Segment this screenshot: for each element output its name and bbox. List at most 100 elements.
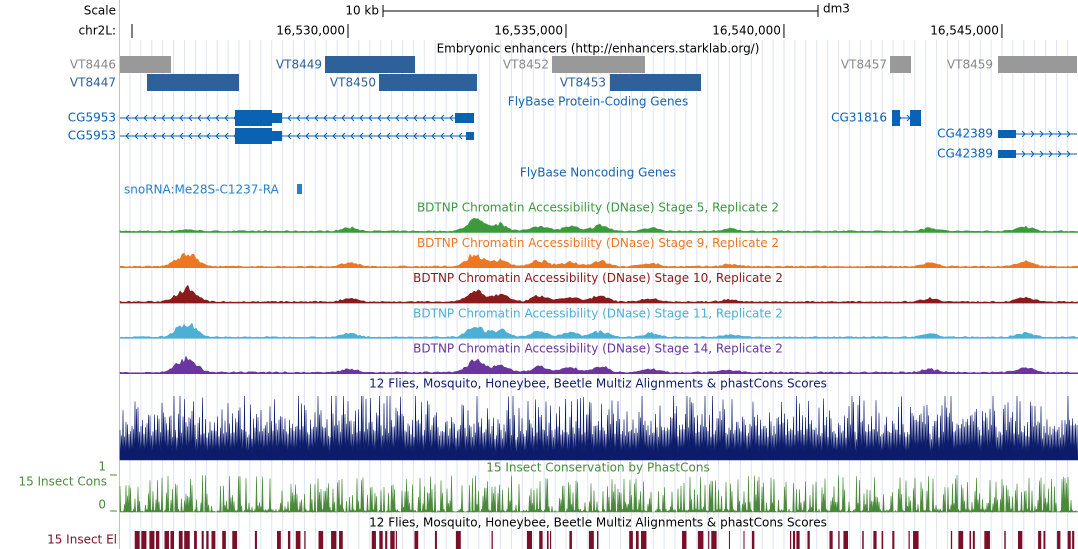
strand-arrow <box>404 132 409 140</box>
track-title: BDTNP Chromatin Accessibility (DNase) St… <box>413 306 783 320</box>
enhancer <box>890 56 911 73</box>
exon <box>998 150 1016 158</box>
enhancer <box>147 74 239 91</box>
track-title: BDTNP Chromatin Accessibility (DNase) St… <box>417 236 779 250</box>
strand-arrow <box>305 132 310 140</box>
strand-arrow <box>134 114 139 122</box>
track-title: BDTNP Chromatin Accessibility (DNase) St… <box>413 342 783 356</box>
strand-arrow <box>1030 150 1035 158</box>
strand-arrow <box>134 132 139 140</box>
element <box>697 531 704 549</box>
element <box>194 531 197 549</box>
strand-arrow <box>413 114 418 122</box>
strand-arrow <box>449 132 454 140</box>
strand-arrow <box>1021 130 1026 138</box>
element <box>304 531 306 549</box>
strand-arrow <box>215 132 220 140</box>
element <box>254 531 257 549</box>
enhancer <box>120 56 171 73</box>
exon <box>466 132 474 140</box>
strand-arrow <box>224 132 229 140</box>
element <box>211 531 216 549</box>
exon <box>910 110 921 126</box>
strand-arrow <box>1039 150 1044 158</box>
strand-arrow <box>1057 130 1062 138</box>
element <box>708 531 710 549</box>
conservation-wiggle <box>119 395 1078 461</box>
strand-arrow <box>197 114 202 122</box>
scale-label: Scale <box>84 4 116 18</box>
element <box>862 531 864 549</box>
strand-arrow <box>161 132 166 140</box>
track-title: FlyBase Protein-Coding Genes <box>508 95 688 109</box>
enhancer <box>998 56 1077 73</box>
element <box>1038 531 1042 549</box>
enhancer-label: VT8446 <box>70 58 116 72</box>
element <box>751 531 755 549</box>
element <box>434 531 437 549</box>
strand-arrow <box>206 114 211 122</box>
strand-arrow <box>386 132 391 140</box>
element <box>546 531 549 549</box>
strand-arrow <box>395 114 400 122</box>
strand-arrow <box>188 132 193 140</box>
element <box>395 531 397 549</box>
element <box>958 531 964 549</box>
element <box>984 531 990 549</box>
element <box>379 531 383 549</box>
strand-arrow <box>377 132 382 140</box>
element <box>629 531 633 549</box>
strand-arrow <box>323 114 328 122</box>
strand-arrow <box>1048 150 1053 158</box>
strand-arrow <box>125 132 130 140</box>
strand-arrow <box>368 114 373 122</box>
element <box>414 531 419 549</box>
assembly: dm3 <box>823 2 850 16</box>
strand-arrow <box>332 132 337 140</box>
element <box>1072 531 1075 549</box>
strand-arrow <box>152 132 157 140</box>
exon <box>235 110 272 126</box>
strand-arrow <box>152 114 157 122</box>
exon <box>235 128 272 144</box>
ruler-label: 16,540,000 <box>712 24 781 38</box>
signal <box>119 217 1078 233</box>
strand-arrow <box>377 114 382 122</box>
strand-arrow <box>179 114 184 122</box>
element <box>339 531 343 549</box>
gene-label: CG5953 <box>68 129 116 143</box>
element <box>843 531 848 549</box>
track-title: BDTNP Chromatin Accessibility (DNase) St… <box>417 201 779 215</box>
strand-arrow <box>143 132 148 140</box>
strand-arrow <box>1048 130 1053 138</box>
element <box>1018 531 1023 549</box>
element <box>588 531 594 549</box>
element <box>184 531 190 549</box>
exon <box>455 113 474 123</box>
enhancer <box>610 74 701 91</box>
strand-arrow <box>350 132 355 140</box>
strand-arrow <box>359 114 364 122</box>
strand-arrow <box>431 114 436 122</box>
strand-arrow <box>188 114 193 122</box>
element <box>222 531 226 549</box>
strand-arrow <box>1066 150 1071 158</box>
exon <box>272 131 282 141</box>
strand-arrow <box>368 132 373 140</box>
element <box>295 531 301 549</box>
strand-arrow <box>287 132 292 140</box>
strand-arrow <box>287 114 292 122</box>
element <box>829 531 833 549</box>
enhancer-label: VT8449 <box>276 58 322 72</box>
element <box>526 531 532 549</box>
strand-arrow <box>1021 150 1026 158</box>
strand-arrow <box>350 114 355 122</box>
strand-arrow <box>314 132 319 140</box>
strand-arrow <box>1030 130 1035 138</box>
strand-arrow <box>422 114 427 122</box>
enhancer <box>552 56 645 73</box>
track-label: 15 Insect Cons <box>18 475 107 489</box>
strand-arrow <box>422 132 427 140</box>
element <box>972 531 975 549</box>
